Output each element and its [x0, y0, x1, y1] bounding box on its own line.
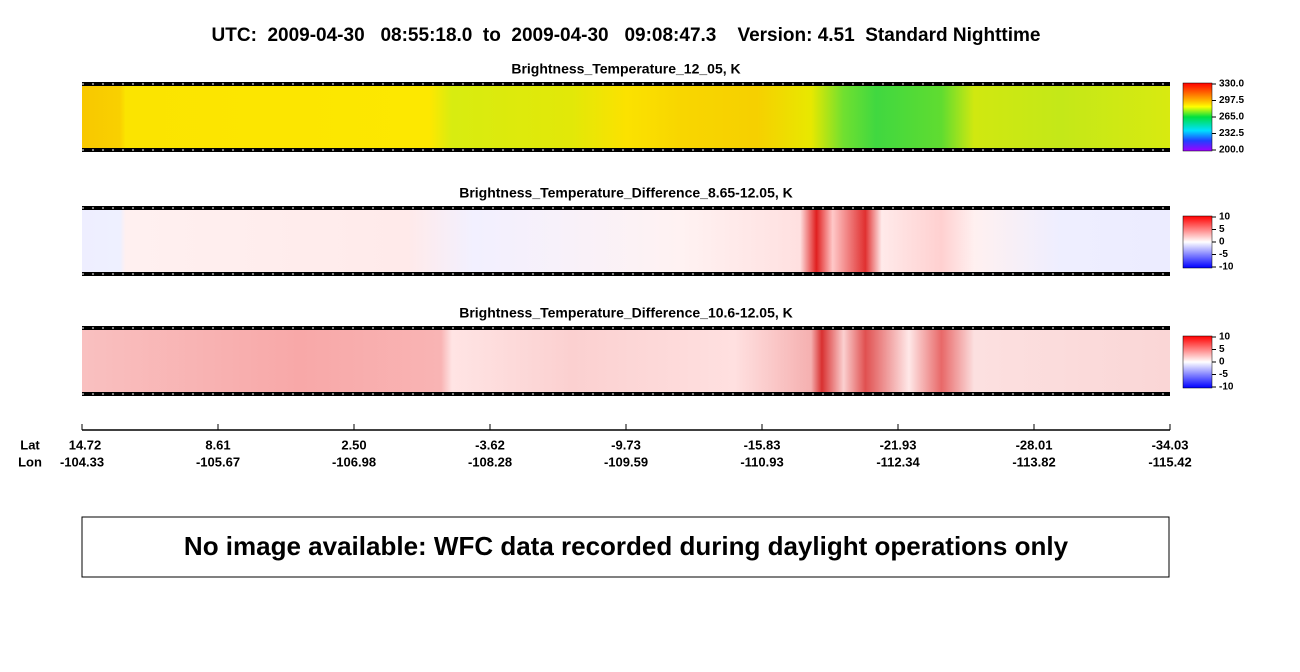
lat-tick-label: -21.93 — [880, 437, 917, 452]
colorbar-tick-label: 10 — [1219, 332, 1231, 343]
lon-tick-label: -115.42 — [1148, 454, 1191, 469]
lon-tick-label: -105.67 — [196, 454, 240, 469]
lon-tick-label: -112.34 — [876, 454, 920, 469]
lon-label: Lon — [18, 454, 42, 469]
title: UTC: 2009-04-30 08:55:18.0 to 2009-04-30… — [212, 25, 1041, 46]
lon-tick-label: -113.82 — [1012, 454, 1055, 469]
message-box — [81, 516, 1170, 578]
panels: Brightness_Temperature_12_05, K 330.0 297.… — [82, 61, 1244, 396]
panel: Brightness_Temperature_Difference_10.6-1… — [82, 305, 1234, 396]
colorbar — [1182, 215, 1213, 269]
colorbar — [1182, 82, 1213, 152]
lon-tick-label: -104.33 — [60, 454, 104, 469]
lat-label: Lat — [20, 437, 40, 452]
lon-tick-label: -110.93 — [740, 454, 783, 469]
panel-title: Brightness_Temperature_Difference_10.6-1… — [459, 305, 793, 321]
message: No image available: WFC data recorded du… — [184, 531, 1069, 561]
colorbar-tick-label: -10 — [1219, 382, 1234, 393]
lon-tick-label: -108.28 — [468, 454, 512, 469]
lat-tick-label: -9.73 — [611, 437, 641, 452]
lon-tick-label: -106.98 — [332, 454, 376, 469]
heatmap — [82, 83, 1170, 151]
ticks: 14.72 -104.33 8.61 -105.67 2.50 -106.98 -3.62 -… — [60, 424, 1192, 469]
colorbar-tick-label: -5 — [1219, 369, 1228, 380]
colorbar-tick-label: 10 — [1219, 212, 1231, 223]
panel: Brightness_Temperature_12_05, K 330.0 297.… — [82, 61, 1244, 156]
colorbar-tick-label: -10 — [1219, 262, 1234, 273]
lon-tick-label: -109.59 — [604, 454, 648, 469]
colorbar-tick-label: 0 — [1219, 357, 1225, 368]
colorbar-tick-label: 297.5 — [1219, 95, 1244, 106]
lat-tick-label: 2.50 — [341, 437, 366, 452]
heatmap — [82, 327, 1170, 395]
panel-title: Brightness_Temperature_Difference_8.65-1… — [459, 185, 793, 201]
lat-tick-label: 8.61 — [205, 437, 230, 452]
colorbar-tick-label: -5 — [1219, 249, 1228, 260]
lat-tick-label: 14.72 — [69, 437, 102, 452]
panel: Brightness_Temperature_Difference_8.65-1… — [82, 185, 1234, 276]
heatmap — [82, 207, 1170, 275]
colorbar-tick-label: 200.0 — [1219, 145, 1244, 156]
colorbar — [1182, 335, 1213, 389]
lat-tick-label: -15.83 — [744, 437, 781, 452]
lat-tick-label: -28.01 — [1016, 437, 1053, 452]
colorbar-tick-label: 265.0 — [1219, 112, 1244, 123]
colorbar-tick-label: 5 — [1219, 344, 1225, 355]
colorbar-tick-label: 0 — [1219, 237, 1225, 248]
lat-tick-label: -34.03 — [1152, 437, 1189, 452]
colorbar-tick-label: 5 — [1219, 224, 1225, 235]
lat-tick-label: -3.62 — [475, 437, 505, 452]
colorbar-tick-label: 330.0 — [1219, 79, 1244, 90]
panel-title: Brightness_Temperature_12_05, K — [511, 61, 740, 77]
colorbar-tick-label: 232.5 — [1219, 128, 1244, 139]
